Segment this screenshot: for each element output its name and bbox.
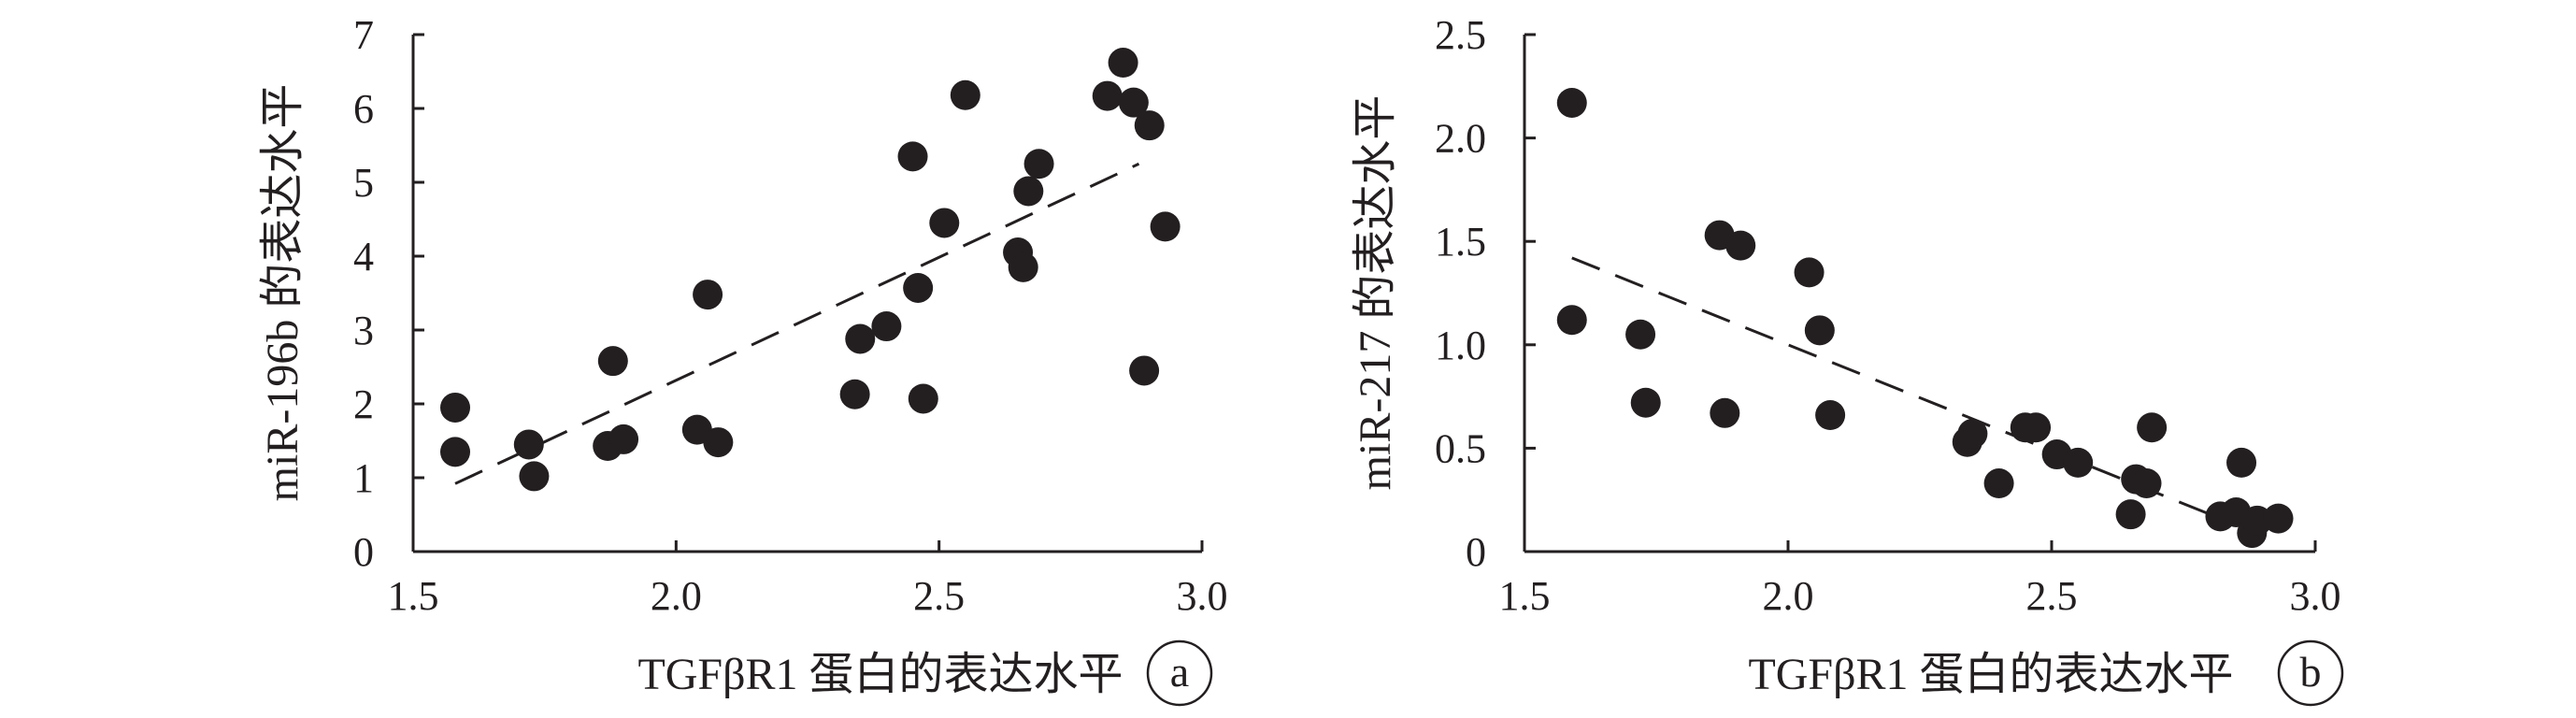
trendline xyxy=(454,162,1140,485)
x-tick-label: 2.0 xyxy=(651,573,702,619)
data-point xyxy=(693,280,723,310)
data-point xyxy=(1794,257,1825,288)
data-point xyxy=(2115,499,2146,530)
x-tick-label: 2.5 xyxy=(913,573,965,619)
data-point xyxy=(1725,230,1756,261)
data-point xyxy=(950,79,980,110)
panel-tag-label: b xyxy=(2300,648,2322,696)
trendline xyxy=(1571,256,2222,520)
y-tick-label: 0 xyxy=(1466,529,1486,575)
panel-tag-circle xyxy=(1146,639,1213,707)
data-point xyxy=(845,323,876,354)
panel-tag-label: a xyxy=(1170,648,1189,696)
y-tick-label: 1.5 xyxy=(1435,219,1486,265)
data-point xyxy=(1556,87,1587,118)
y-tick-label: 5 xyxy=(353,160,374,206)
chart-panel-a: 0 1 2 3 4 5 6 7 1.5 2.0 2.5 3.0 miR-196b 的表达水平 TGFβR1… xyxy=(258,12,1228,707)
y-tick-label: 1.0 xyxy=(1435,323,1486,368)
data-point xyxy=(1150,211,1181,242)
y-tick-label: 1 xyxy=(353,455,374,501)
data-point xyxy=(513,429,544,460)
data-point xyxy=(440,437,471,467)
x-tick-label: 3.0 xyxy=(1177,573,1228,619)
data-point xyxy=(2131,468,2162,499)
y-tick-label: 0.5 xyxy=(1435,425,1486,471)
y-tick-label: 3 xyxy=(353,308,374,353)
data-point xyxy=(1804,315,1835,346)
y-tick-label: 2 xyxy=(353,381,374,427)
data-point xyxy=(703,427,734,458)
data-point xyxy=(1983,468,2014,499)
data-point xyxy=(519,461,550,492)
data-point xyxy=(908,383,938,414)
data-point xyxy=(440,392,471,423)
data-point xyxy=(1630,387,1661,418)
x-tick-label: 3.0 xyxy=(2290,573,2341,619)
data-point xyxy=(1815,400,1846,431)
data-point xyxy=(1118,87,1149,118)
data-point xyxy=(1013,176,1044,207)
data-point xyxy=(903,272,934,303)
y-tick-label: 7 xyxy=(353,12,374,58)
y-tick-label: 6 xyxy=(353,86,374,132)
x-axis-title: TGFβR1 蛋白的表达水平 xyxy=(637,650,1123,699)
y-axis-title: miR-196b 的表达水平 xyxy=(258,84,308,502)
x-tick-label: 1.5 xyxy=(388,573,439,619)
data-point xyxy=(2226,447,2257,478)
y-tick-label: 2.0 xyxy=(1435,116,1486,162)
data-point xyxy=(1710,397,1740,428)
data-point xyxy=(839,379,870,409)
data-point xyxy=(897,141,928,172)
x-tick-label: 1.5 xyxy=(1499,573,1551,619)
data-point xyxy=(608,424,639,454)
x-axis-title: TGFβR1 蛋白的表达水平 xyxy=(1748,650,2233,699)
data-point xyxy=(1129,355,1160,386)
data-point xyxy=(1625,319,1656,350)
panel-tag-circle xyxy=(2277,639,2344,707)
data-point xyxy=(871,311,902,342)
data-point xyxy=(929,208,960,238)
data-point xyxy=(1556,305,1587,336)
data-point xyxy=(2021,412,2052,443)
chart-panel-b: 0 0.5 1.0 1.5 2.0 2.5 1.5 2.0 2.5 3.0 miR-217 的表达水… xyxy=(1351,12,2344,707)
data-point xyxy=(1957,418,1988,449)
data-point xyxy=(1023,149,1054,180)
data-point xyxy=(1008,251,1038,282)
y-tick-label: 2.5 xyxy=(1435,12,1486,58)
data-point xyxy=(1134,110,1165,141)
data-point xyxy=(2263,503,2294,534)
x-tick-label: 2.0 xyxy=(1763,573,1814,619)
y-axis-title: miR-217 的表达水平 xyxy=(1351,95,1400,491)
x-tick-label: 2.5 xyxy=(2026,573,2078,619)
y-tick-label: 0 xyxy=(353,529,374,575)
data-point xyxy=(597,346,628,377)
data-point xyxy=(2137,412,2168,443)
y-tick-label: 4 xyxy=(353,234,374,280)
data-point xyxy=(1092,80,1123,111)
data-point xyxy=(2063,447,2094,478)
data-point xyxy=(1108,48,1138,79)
